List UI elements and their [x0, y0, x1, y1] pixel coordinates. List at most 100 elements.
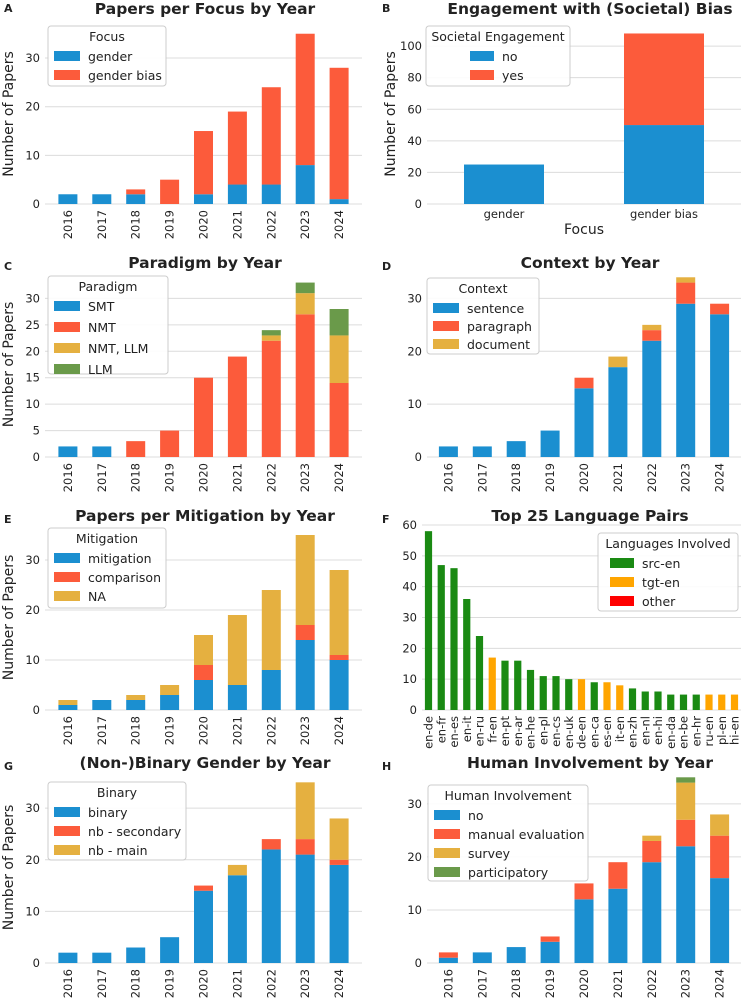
- y-tick-label-d: 30: [407, 291, 422, 305]
- bar-f-en-hr: [692, 694, 700, 710]
- x-tick-label-d: 2019: [543, 463, 557, 492]
- panel-h: 0 10 20 30 2016 2017 2018 2019 2020 2021 2022 2023 2…: [382, 754, 741, 998]
- bar-h-no-2018: [506, 947, 526, 963]
- bar-d-paragraph-2023: [676, 282, 696, 304]
- bar-e-mitigation-2019: [160, 695, 180, 710]
- bar-h-manual-evaluation-2021: [608, 862, 628, 889]
- panel-letter-d: D: [382, 260, 391, 273]
- bar-e-na-2023: [295, 535, 315, 625]
- legend-swatch-g: [54, 807, 80, 817]
- x-tick-label-f: en-ar: [511, 716, 525, 747]
- panel-a: 0 10 20 30 2016 2017 2018 2019 2020 2021 2022 2023 2…: [1, 0, 362, 239]
- bar-e-na-2020: [194, 635, 213, 665]
- bar-f-en-fr: [437, 565, 445, 710]
- legend-swatch-e: [54, 591, 80, 601]
- y-tick-label-c: 30: [25, 291, 40, 305]
- legend-swatch-a: [54, 51, 80, 61]
- bar-a-gender-2018: [126, 194, 146, 204]
- y-tick-label-c: 5: [33, 424, 40, 438]
- bar-g-nb-main-2021: [227, 864, 247, 876]
- panel-letter-g: G: [4, 760, 13, 773]
- bar-f-fr-en: [488, 657, 496, 710]
- y-tick-label-a: 10: [25, 148, 40, 162]
- bar-e-comparison-2020: [194, 665, 213, 680]
- bar-c-llm-2022: [261, 330, 281, 336]
- y-tick-label-h: 10: [407, 903, 422, 917]
- x-tick-label-f: en-cs: [549, 716, 563, 747]
- bar-d-sentence-2020: [574, 388, 594, 457]
- x-tick-label-f: fr-en: [485, 716, 499, 743]
- y-tick-label-f: 50: [402, 549, 417, 563]
- x-tick-label-d: 2017: [475, 463, 489, 492]
- legend-swatch-e: [54, 572, 80, 582]
- bar-b-no-gender-bias: [624, 125, 704, 204]
- y-tick-label-b: 100: [400, 39, 422, 53]
- bar-d-paragraph-2024: [710, 303, 730, 315]
- legend-entry-e: mitigation: [88, 551, 152, 566]
- x-tick-label-c: 2018: [129, 463, 143, 492]
- y-tick-label-f: 0: [410, 703, 417, 717]
- bar-d-sentence-2021: [608, 367, 628, 457]
- bar-g-binary-2016: [58, 952, 78, 963]
- y-tick-label-h: 0: [415, 956, 422, 970]
- bar-a-gender-bias-2022: [261, 87, 281, 185]
- x-tick-label-a: 2017: [95, 210, 109, 239]
- legend-entry-d: paragraph: [467, 319, 532, 334]
- bar-a-gender-bias-2024: [329, 67, 349, 200]
- bar-f-hi-en: [730, 694, 739, 710]
- panel-c: 0 5 10 15 20 25 30 2016 2017 2018 2019 2020 2021 2022…: [1, 254, 362, 492]
- x-tick-label-d: 2023: [679, 463, 693, 492]
- legend-entry-a: gender: [88, 49, 133, 64]
- bar-h-no-2023: [676, 846, 696, 963]
- panel-e: 0 10 20 30 2016 2017 2018 2019 2020 2021 2022 2023 2…: [1, 507, 362, 745]
- x-tick-label-a: 2020: [197, 210, 211, 239]
- x-tick-label-g: 2024: [332, 969, 346, 998]
- bar-d-sentence-2024: [710, 314, 730, 457]
- y-tick-label-g: 20: [25, 853, 40, 867]
- x-tick-label-e: 2016: [61, 716, 75, 745]
- x-tick-label-d: 2021: [611, 463, 625, 492]
- x-tick-label-a: 2023: [298, 210, 312, 239]
- bar-g-binary-2021: [227, 875, 247, 963]
- bar-c-nmt-llm-2022: [261, 335, 281, 341]
- y-tick-label-f: 10: [402, 672, 417, 686]
- legend-swatch-c: [54, 343, 80, 353]
- legend-swatch-c: [54, 322, 80, 332]
- legend-swatch-c: [54, 301, 80, 311]
- legend-entry-g: binary: [88, 805, 128, 820]
- x-tick-label-h: 2023: [679, 969, 693, 998]
- bar-c-nmt-2018: [126, 441, 146, 457]
- bar-c-nmt-2021: [227, 356, 247, 457]
- bar-f-en-he: [526, 669, 535, 710]
- bar-b-yes-gender-bias: [624, 33, 704, 126]
- bar-h-no-2019: [540, 941, 560, 963]
- x-tick-label-g: 2018: [129, 969, 143, 998]
- y-tick-label-c: 0: [33, 450, 40, 464]
- bar-f-en-uk: [565, 679, 573, 710]
- legend-swatch-b: [470, 51, 494, 61]
- bar-e-comparison-2024: [329, 655, 349, 660]
- y-tick-label-d: 20: [407, 344, 422, 358]
- bar-d-document-2022: [642, 324, 662, 331]
- legend-c: Paradigm SMT NMT NMT, LLM LLM: [47, 275, 169, 377]
- bar-e-na-2022: [261, 590, 281, 670]
- panel-letter-e: E: [4, 513, 12, 526]
- legend-title-d: Context: [459, 281, 508, 296]
- bar-c-nmt-2020: [194, 377, 213, 457]
- legend-entry-c: NMT, LLM: [88, 341, 148, 356]
- x-tick-label-g: 2023: [298, 969, 312, 998]
- x-tick-label-f: en-nl: [638, 716, 652, 745]
- bar-f-en-ca: [590, 682, 598, 710]
- x-tick-label-e: 2021: [230, 716, 244, 745]
- y-tick-label-g: 10: [25, 904, 40, 918]
- y-tick-label-g: 30: [25, 801, 40, 815]
- x-tick-label-a: 2019: [163, 210, 177, 239]
- legend-swatch-c: [54, 364, 80, 374]
- legend-e: Mitigation mitigation comparison NA: [47, 527, 167, 609]
- bar-c-nmt-2024: [329, 383, 349, 457]
- y-axis-label-c: Number of Papers: [1, 302, 17, 428]
- bar-g-binary-2017: [92, 952, 112, 963]
- x-tick-label-g: 2016: [61, 969, 75, 998]
- bar-a-gender-2017: [92, 194, 112, 204]
- bar-a-gender-bias-2021: [227, 111, 247, 185]
